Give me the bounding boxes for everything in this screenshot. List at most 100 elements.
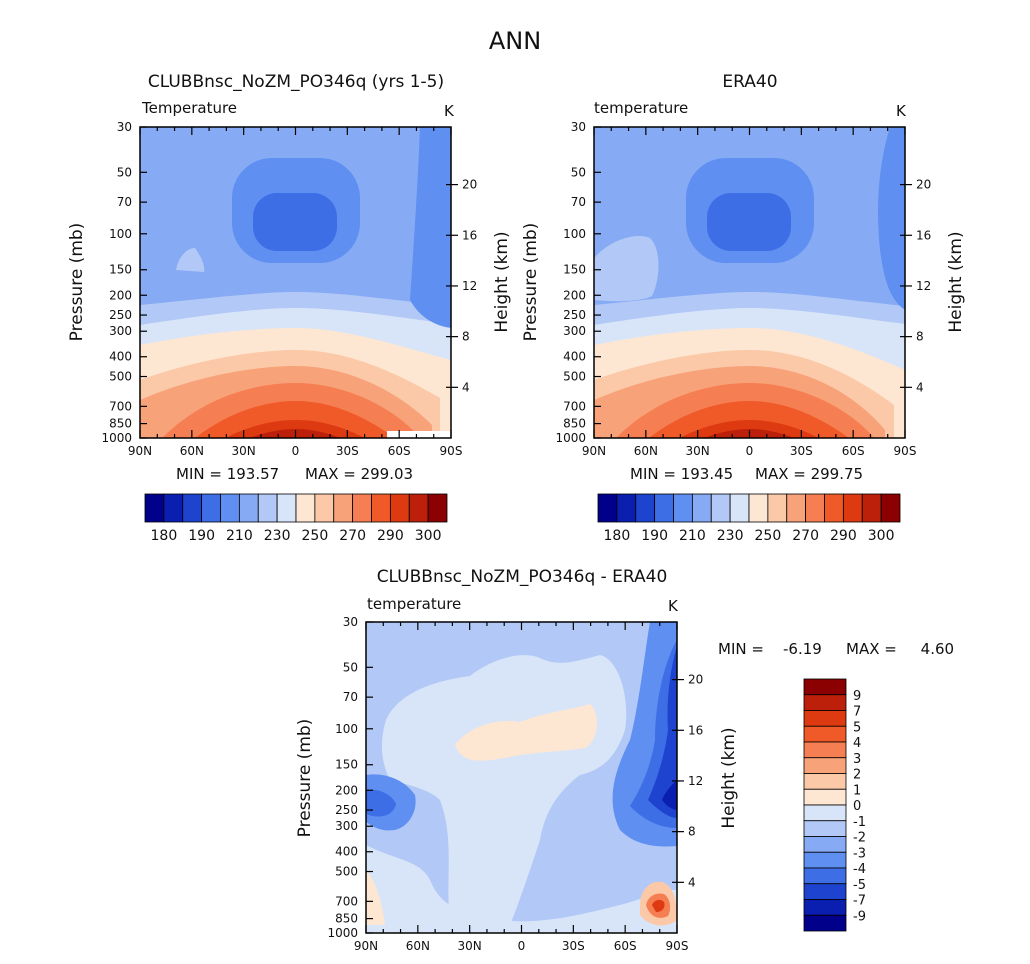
pressure-tick-label: 850 <box>563 417 586 431</box>
lat-tick-label: 30N <box>458 939 482 953</box>
pressure-tick-label: 150 <box>335 758 358 772</box>
panel-obs-min: MIN = 193.45 <box>630 465 733 483</box>
colorbar-swatch <box>803 899 847 916</box>
colorbar-swatch <box>803 851 847 869</box>
colorbar-swatch <box>803 788 847 806</box>
pressure-tick-label: 100 <box>563 227 586 241</box>
colorbar-swatch <box>803 710 847 727</box>
colorbar-swatch <box>842 493 863 523</box>
height-tick-label: 12 <box>688 774 703 788</box>
pressure-tick-label: 30 <box>117 120 132 134</box>
pressure-tick-label: 400 <box>335 845 358 859</box>
colorbar-swatch <box>803 725 847 743</box>
colorbar-label: 2 <box>853 768 861 783</box>
pressure-tick-label: 150 <box>563 263 586 277</box>
panel-diff-variable: temperature <box>367 595 461 613</box>
pressure-tick-label: 200 <box>109 288 132 302</box>
colorbar-swatch <box>673 493 693 523</box>
pressure-tick-label: 200 <box>563 288 586 302</box>
panel-model-variable: Temperature <box>141 99 237 117</box>
diff-cold-nh-core <box>366 789 396 817</box>
colorbar-swatch <box>803 914 847 932</box>
colorbar-swatch <box>691 493 712 523</box>
panel-obs: ERA40 temperature K 30507010015020025030… <box>521 72 966 544</box>
model-band-8 <box>195 401 395 438</box>
pressure-tick-label: 150 <box>109 263 132 277</box>
colorbar-swatch <box>597 493 618 523</box>
pressure-tick-label: 1000 <box>101 431 132 445</box>
colorbar-swatch <box>616 493 637 523</box>
colorbar-label: 7 <box>853 705 861 720</box>
panel-model: CLUBBnsc_NoZM_PO346q (yrs 1-5) Temperatu… <box>67 72 512 544</box>
panel-obs-y2label: Height (km) <box>946 231 966 332</box>
model-missing-corner <box>387 431 451 438</box>
colorbar-swatch <box>635 493 656 523</box>
colorbar-label: 180 <box>604 528 631 544</box>
height-tick-label: 20 <box>462 178 477 192</box>
pressure-tick-label: 700 <box>563 399 586 413</box>
lat-tick-label: 60N <box>406 939 430 953</box>
pressure-tick-label: 850 <box>109 417 132 431</box>
panel-obs-axes: 3050701001502002503004005007008501000481… <box>555 120 931 458</box>
colorbar-label: 250 <box>302 528 329 544</box>
height-tick-label: 12 <box>916 279 931 293</box>
panel-model-ylabel: Pressure (mb) <box>67 223 87 342</box>
pressure-tick-label: 500 <box>335 865 358 879</box>
model-tropical-cold-inner <box>253 193 337 251</box>
lat-tick-label: 60S <box>842 444 865 458</box>
colorbar-swatch <box>803 883 847 900</box>
colorbar-swatch <box>389 493 410 523</box>
pressure-tick-label: 250 <box>109 308 132 322</box>
height-tick-label: 4 <box>688 875 696 889</box>
pressure-tick-label: 700 <box>109 399 132 413</box>
colorbar-label: 210 <box>226 528 253 544</box>
panel-diff-units: K <box>668 597 679 615</box>
lat-tick-label: 30N <box>686 444 710 458</box>
height-tick-label: 8 <box>462 330 470 344</box>
colorbar-swatch <box>408 493 429 523</box>
height-tick-label: 12 <box>462 279 477 293</box>
colorbar-label: 230 <box>264 528 291 544</box>
pressure-tick-label: 50 <box>343 660 358 674</box>
lat-tick-label: 60S <box>614 939 637 953</box>
height-tick-label: 4 <box>916 380 924 394</box>
obs-band-8 <box>649 401 849 438</box>
colorbar-label: 5 <box>853 720 861 735</box>
pressure-tick-label: 70 <box>571 195 586 209</box>
colorbar-swatch <box>144 493 165 523</box>
lat-tick-label: 90S <box>894 444 917 458</box>
pressure-tick-label: 500 <box>109 370 132 384</box>
panel-model-colorbar: 180 190 210 230 250 270 290 300 <box>144 493 448 544</box>
colorbar-label: 300 <box>868 528 895 544</box>
obs-tropical-cold-inner <box>707 193 791 251</box>
colorbar-swatch <box>352 493 372 523</box>
colorbar-swatch <box>427 493 448 523</box>
diff-near-zero-lower <box>366 845 677 933</box>
panel-model-min: MIN = 193.57 <box>176 465 279 483</box>
lat-tick-label: 90N <box>354 939 378 953</box>
colorbar-label: 270 <box>792 528 819 544</box>
colorbar-swatch <box>257 493 278 523</box>
panel-obs-title: ERA40 <box>722 72 777 92</box>
colorbar-label: -7 <box>853 894 866 909</box>
colorbar-swatch <box>710 493 731 523</box>
panel-diff: CLUBBnsc_NoZM_PO346q - ERA40 temperature… <box>295 567 954 953</box>
panel-obs-variable: temperature <box>594 99 688 117</box>
obs-band-9 <box>679 420 819 438</box>
panel-diff-min: MIN = -6.19 <box>718 640 822 658</box>
lat-tick-label: 90S <box>666 939 689 953</box>
colorbar-label: 190 <box>641 528 668 544</box>
height-tick-label: 16 <box>462 228 477 242</box>
panel-diff-max: MAX = 4.60 <box>846 640 954 658</box>
colorbar-swatch <box>276 493 297 523</box>
diff-cold-sh-core <box>648 646 677 818</box>
model-small-warm-patch <box>176 248 205 272</box>
pressure-tick-label: 1000 <box>327 926 358 940</box>
pressure-tick-label: 30 <box>343 615 358 629</box>
pressure-tick-label: 100 <box>335 722 358 736</box>
colorbar-swatch <box>729 493 750 523</box>
colorbar-swatch <box>803 836 847 853</box>
pressure-tick-label: 50 <box>117 165 132 179</box>
